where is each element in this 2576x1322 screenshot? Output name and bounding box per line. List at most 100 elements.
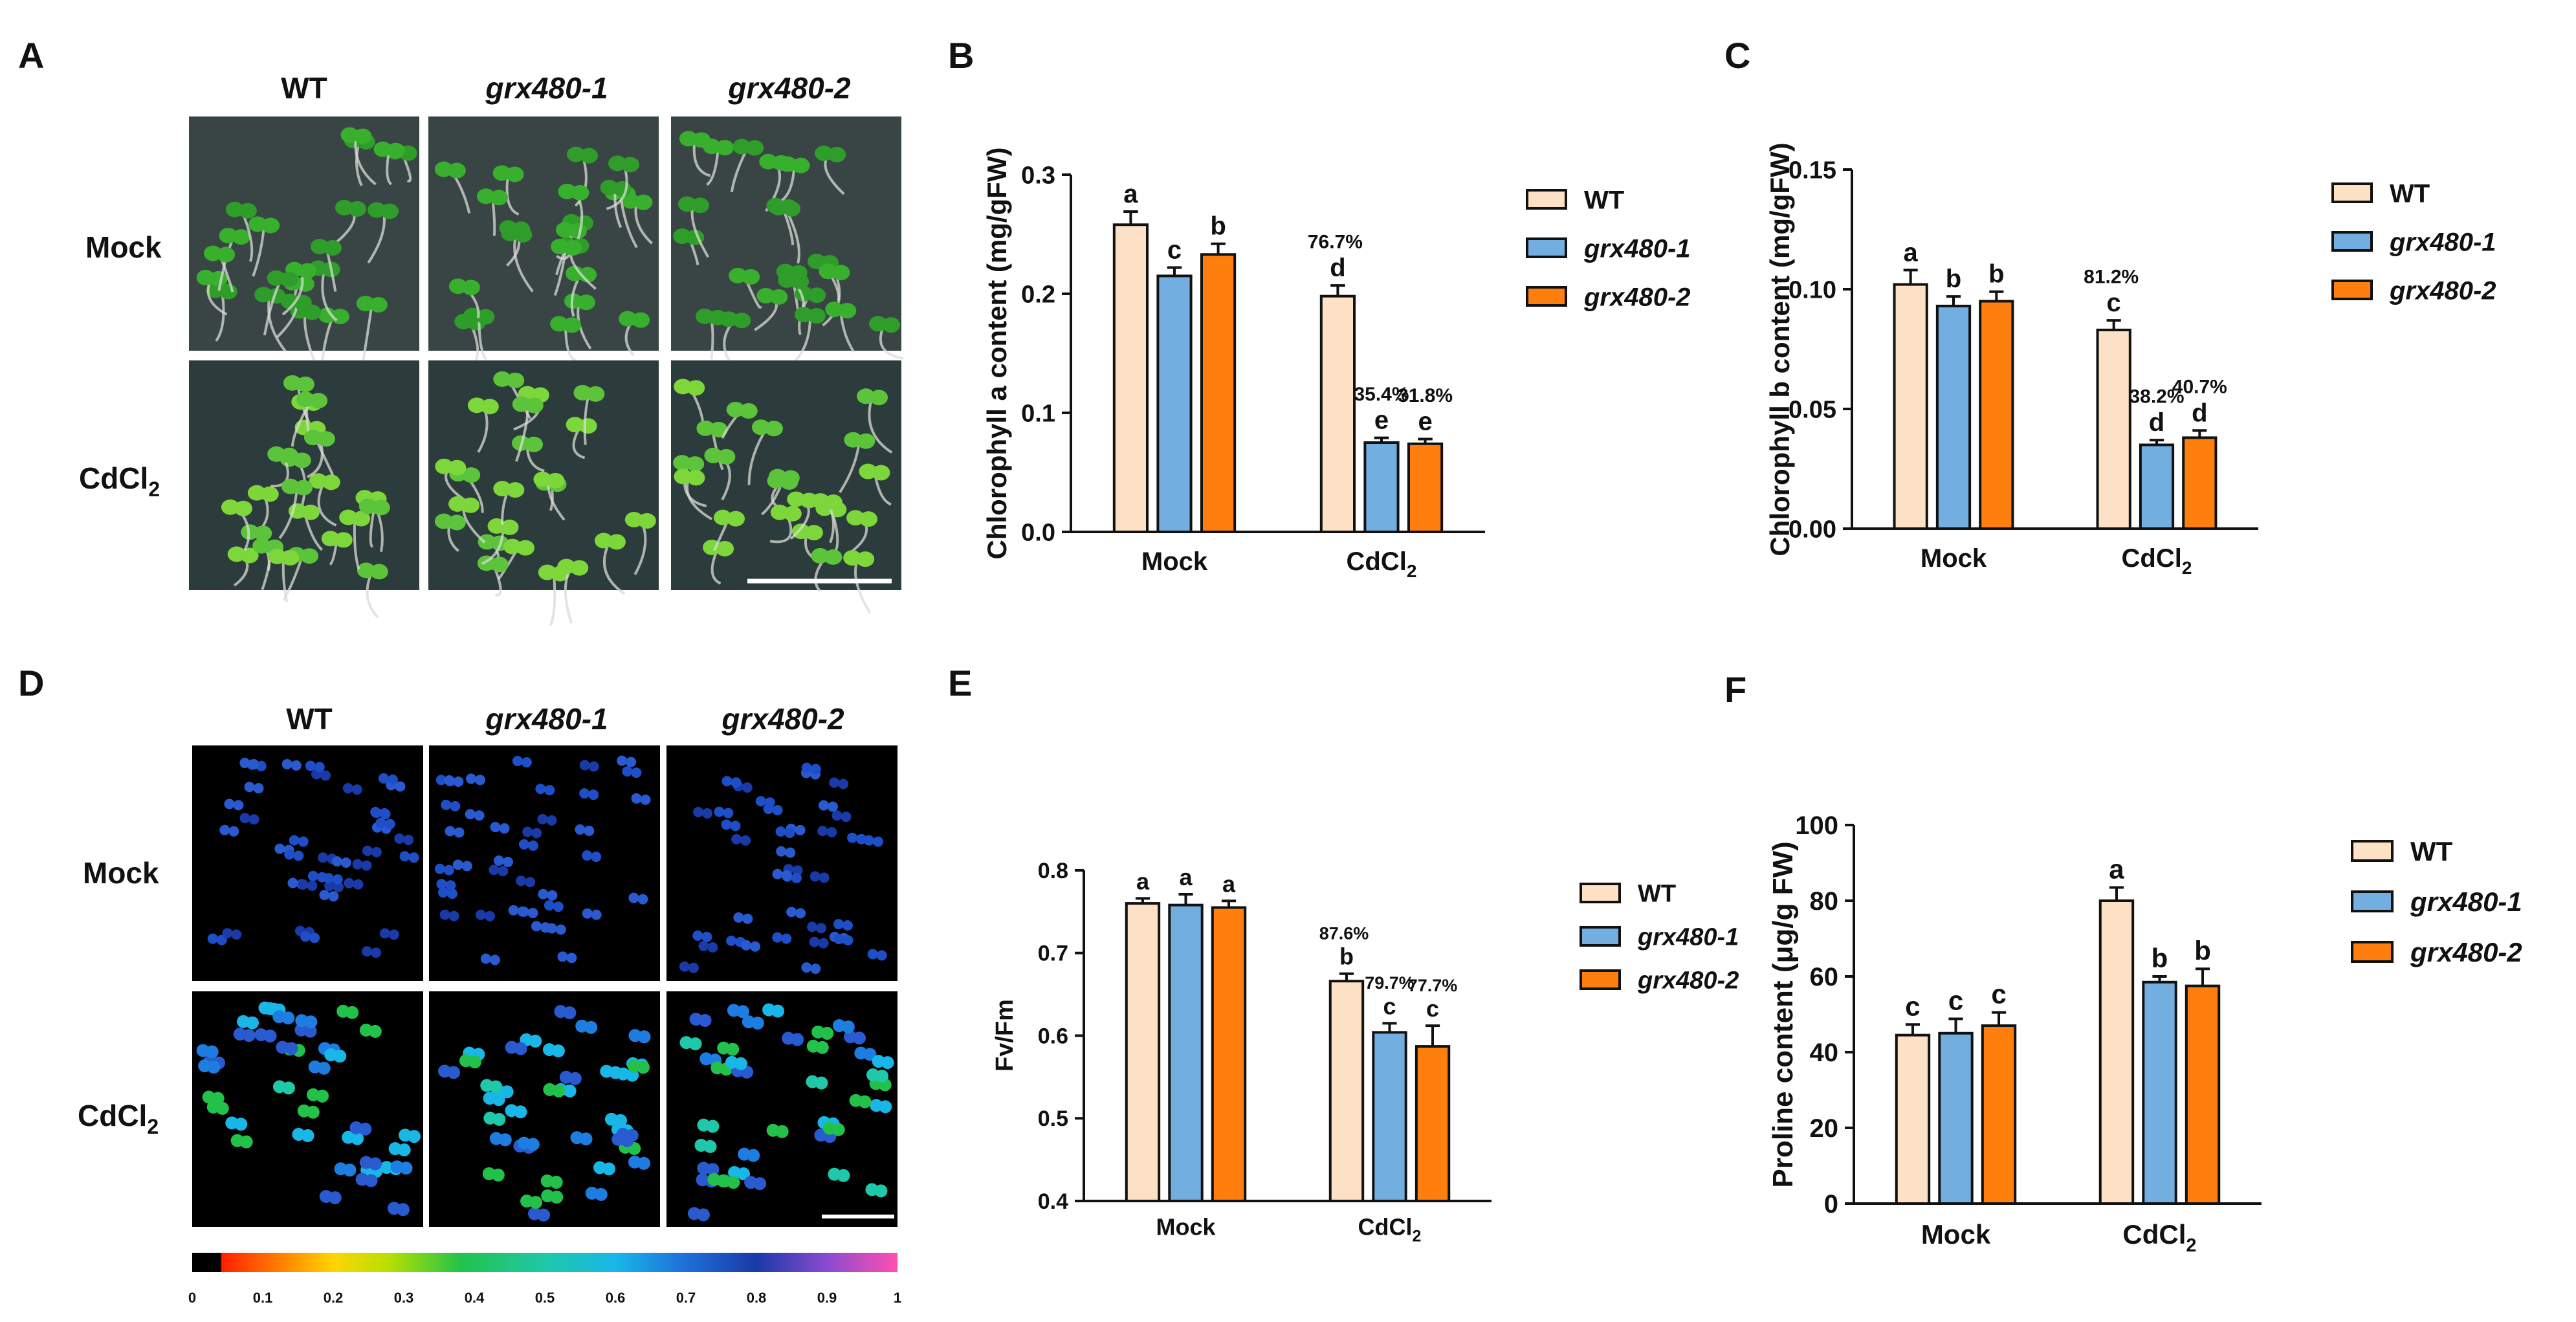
legend-swatch-grx480-1 (1580, 926, 1621, 947)
seedling-signal (772, 932, 783, 943)
seedling-signal (328, 891, 339, 902)
cotyledon (716, 140, 734, 156)
seedling-signal (489, 954, 500, 965)
colorbar-tick-label: 0.3 (394, 1290, 414, 1306)
seedling-signal (753, 1177, 767, 1191)
seedling-signal (239, 1135, 253, 1149)
bar-grx480-1-cdcl2 (2142, 980, 2177, 1206)
seedling-signal (842, 935, 853, 946)
seedling-signal (207, 1061, 221, 1074)
seedling-signal (443, 865, 454, 876)
chart-b: 0.0 0.1 0.2 0.3 Chlorophyll a content (mg/gF… (982, 148, 1691, 581)
seedling-signal (751, 1017, 764, 1030)
seedling-signal (591, 852, 602, 863)
seedling-signal (319, 890, 330, 901)
x-tick-label-cdcl2: CdCl2 (2122, 544, 2192, 578)
cotyledon (564, 239, 582, 256)
cotyledon (546, 472, 565, 489)
hypocotyl (353, 517, 360, 570)
seedling-signal (584, 825, 595, 836)
seedling-signal (448, 910, 459, 921)
y-tick-label: 0.7 (1038, 942, 1068, 966)
cotyledon (607, 534, 626, 550)
legend-swatch-wt (2351, 840, 2394, 862)
significance-letter: d (2192, 399, 2207, 427)
seedling-signal (714, 806, 725, 817)
cotyledon (240, 547, 259, 564)
seedling-signal (841, 1020, 855, 1033)
y-tick-label: 0.15 (1789, 157, 1836, 184)
seedling-signal (781, 870, 792, 881)
seedling-signal (248, 759, 259, 770)
bar-grx480-2-mock (1979, 300, 2014, 530)
cotyledon (489, 190, 508, 206)
cotyledon (739, 403, 758, 419)
seedling-signal (537, 1208, 551, 1222)
seedling-signal (500, 1085, 514, 1099)
seedling-signal (454, 827, 465, 838)
seedling-signal (692, 930, 703, 941)
significance-letter: a (2109, 854, 2124, 885)
seedling-signal (219, 824, 230, 835)
y-tick-label: 0.3 (1021, 162, 1055, 189)
cotyledon (791, 157, 810, 173)
seedling-signal (546, 815, 557, 826)
seedling-signal (309, 932, 320, 943)
legend-label-wt: WT (2410, 836, 2453, 866)
panel-d-photos: WT grx480-1 grx480-2 Mock CdCl2 (78, 702, 901, 1306)
hypocotyl (321, 267, 338, 322)
seedling-signal (253, 783, 264, 794)
seedling-signal (371, 846, 382, 857)
seedling-signal (307, 870, 318, 881)
seedling-signal (815, 1076, 828, 1090)
cotyledon (447, 514, 466, 531)
seedling-signal (775, 826, 786, 837)
seedling-signal (818, 938, 829, 949)
seedling-signal (475, 775, 486, 786)
seedling-signal (740, 835, 751, 846)
colorbar-tick-label: 0.9 (817, 1290, 837, 1306)
cotyledon (309, 393, 328, 409)
cotyledon (870, 390, 888, 406)
seedling-signal (737, 1167, 751, 1181)
seedling-signal (521, 757, 532, 768)
seedling-signal (362, 946, 373, 957)
seedling-signal (833, 934, 844, 945)
legend-swatch-grx480-2 (2351, 941, 2394, 963)
y-tick-label: 0.00 (1789, 516, 1836, 543)
seedling-signal (721, 776, 732, 787)
bar-grx480-2-cdcl2 (2185, 984, 2221, 1205)
seedling-signal (622, 766, 633, 777)
seedling-signal (847, 832, 858, 843)
seedling-signal (575, 824, 586, 835)
seedling-signal (436, 879, 447, 890)
seedling-signal (833, 919, 844, 930)
cotyledon (234, 500, 252, 516)
significance-letter: c (1905, 991, 1920, 1021)
seedling-signal (771, 1004, 785, 1018)
bar-wt-mock (1895, 1033, 1931, 1206)
percent-label: 79.7% (1365, 973, 1415, 993)
seedling-signal (474, 810, 485, 821)
seedling-signal (807, 921, 818, 932)
seedling-signal (368, 1024, 382, 1038)
seedling-signal (609, 1066, 622, 1079)
seedling-signal (453, 776, 464, 787)
colorbar-tick-label: 0.1 (253, 1290, 273, 1306)
cotyledon (727, 511, 745, 527)
panel-letter-f: F (1724, 669, 1746, 710)
legend-label-grx480-1: grx480-1 (2410, 887, 2522, 917)
y-tick-label: 0.6 (1038, 1024, 1068, 1048)
seedling-signal (328, 1191, 342, 1204)
seedling-signal (215, 1101, 229, 1115)
seedling-signal (863, 835, 874, 846)
cotyledon (571, 184, 589, 201)
seedling-signal (287, 877, 298, 888)
y-tick-label: 0.8 (1038, 859, 1068, 883)
cotyledon (301, 504, 320, 520)
seedling-signal (332, 874, 343, 885)
cotyledon (280, 271, 298, 287)
significance-letter: c (1167, 236, 1182, 265)
cotyledon (476, 309, 495, 325)
